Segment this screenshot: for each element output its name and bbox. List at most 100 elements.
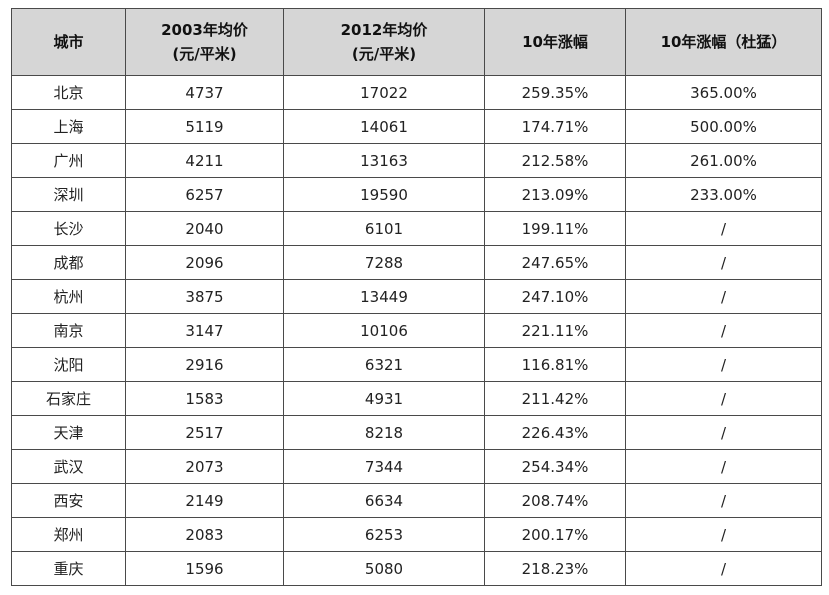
table-row: 北京 4737 17022 259.35% 365.00% xyxy=(11,75,822,110)
table-header-row: 城市 2003年均价 (元/平米) 2012年均价 (元/平米) 10年涨幅 1… xyxy=(11,8,822,76)
growth-10y-cell: 221.11% xyxy=(484,313,626,348)
price-2012-cell: 17022 xyxy=(283,75,485,110)
price-2012-cell: 14061 xyxy=(283,109,485,144)
growth-10y-dumeng-cell: 500.00% xyxy=(625,109,822,144)
price-2003-cell: 3875 xyxy=(125,279,284,314)
growth-10y-cell: 208.74% xyxy=(484,483,626,518)
price-2012-cell: 5080 xyxy=(283,551,485,586)
city-cell: 上海 xyxy=(11,109,126,144)
price-2012-cell: 6101 xyxy=(283,211,485,246)
header-price-2003-label: 2003年均价 xyxy=(161,21,248,39)
growth-10y-cell: 116.81% xyxy=(484,347,626,382)
growth-10y-dumeng-cell: / xyxy=(625,211,822,246)
price-2003-cell: 2073 xyxy=(125,449,284,484)
city-cell: 成都 xyxy=(11,245,126,280)
price-2012-cell: 7344 xyxy=(283,449,485,484)
growth-10y-cell: 247.10% xyxy=(484,279,626,314)
price-2012-cell: 6634 xyxy=(283,483,485,518)
header-price-2003: 2003年均价 (元/平米) xyxy=(125,8,284,76)
growth-10y-dumeng-cell: / xyxy=(625,313,822,348)
growth-10y-dumeng-cell: / xyxy=(625,551,822,586)
price-2012-cell: 4931 xyxy=(283,381,485,416)
table-row: 成都 2096 7288 247.65% / xyxy=(11,245,822,280)
city-cell: 杭州 xyxy=(11,279,126,314)
table-row: 武汉 2073 7344 254.34% / xyxy=(11,449,822,484)
growth-10y-dumeng-cell: 233.00% xyxy=(625,177,822,212)
table-row: 广州 4211 13163 212.58% 261.00% xyxy=(11,143,822,178)
growth-10y-cell: 226.43% xyxy=(484,415,626,450)
growth-10y-cell: 211.42% xyxy=(484,381,626,416)
header-growth-10y: 10年涨幅 xyxy=(484,8,626,76)
city-cell: 沈阳 xyxy=(11,347,126,382)
growth-10y-dumeng-cell: / xyxy=(625,415,822,450)
header-price-2012-unit: (元/平米) xyxy=(351,45,417,63)
growth-10y-cell: 199.11% xyxy=(484,211,626,246)
growth-10y-dumeng-cell: / xyxy=(625,279,822,314)
header-price-2003-unit: (元/平米) xyxy=(172,45,237,63)
price-2003-cell: 2083 xyxy=(125,517,284,552)
price-2012-cell: 8218 xyxy=(283,415,485,450)
growth-10y-cell: 212.58% xyxy=(484,143,626,178)
price-2003-cell: 1583 xyxy=(125,381,284,416)
price-2003-cell: 3147 xyxy=(125,313,284,348)
growth-10y-dumeng-cell: / xyxy=(625,517,822,552)
price-2003-cell: 1596 xyxy=(125,551,284,586)
growth-10y-dumeng-cell: / xyxy=(625,483,822,518)
growth-10y-dumeng-cell: / xyxy=(625,347,822,382)
city-cell: 北京 xyxy=(11,75,126,110)
city-cell: 南京 xyxy=(11,313,126,348)
table-row: 郑州 2083 6253 200.17% / xyxy=(11,517,822,552)
city-cell: 重庆 xyxy=(11,551,126,586)
growth-10y-cell: 213.09% xyxy=(484,177,626,212)
price-2012-cell: 19590 xyxy=(283,177,485,212)
header-city-label: 城市 xyxy=(53,33,84,51)
growth-10y-dumeng-cell: / xyxy=(625,381,822,416)
price-2012-cell: 6321 xyxy=(283,347,485,382)
table-row: 长沙 2040 6101 199.11% / xyxy=(11,211,822,246)
price-2003-cell: 2040 xyxy=(125,211,284,246)
price-2003-cell: 4211 xyxy=(125,143,284,178)
price-2003-cell: 4737 xyxy=(125,75,284,110)
table-body: 北京 4737 17022 259.35% 365.00% 上海 5119 14061 174.… xyxy=(11,75,822,586)
header-city: 城市 xyxy=(11,8,126,76)
table-row: 杭州 3875 13449 247.10% / xyxy=(11,279,822,314)
city-cell: 石家庄 xyxy=(11,381,126,416)
housing-price-table: 城市 2003年均价 (元/平米) 2012年均价 (元/平米) 10年涨幅 1… xyxy=(11,8,822,586)
table-row: 沈阳 2916 6321 116.81% / xyxy=(11,347,822,382)
price-2003-cell: 2916 xyxy=(125,347,284,382)
city-cell: 西安 xyxy=(11,483,126,518)
growth-10y-cell: 200.17% xyxy=(484,517,626,552)
price-2003-cell: 5119 xyxy=(125,109,284,144)
city-cell: 深圳 xyxy=(11,177,126,212)
price-table-container: 城市 2003年均价 (元/平米) 2012年均价 (元/平米) 10年涨幅 1… xyxy=(11,8,822,586)
price-2012-cell: 10106 xyxy=(283,313,485,348)
city-cell: 天津 xyxy=(11,415,126,450)
growth-10y-cell: 218.23% xyxy=(484,551,626,586)
growth-10y-dumeng-cell: / xyxy=(625,245,822,280)
growth-10y-dumeng-cell: 365.00% xyxy=(625,75,822,110)
table-row: 天津 2517 8218 226.43% / xyxy=(11,415,822,450)
price-2012-cell: 13449 xyxy=(283,279,485,314)
header-growth-10y-dumeng-label: 10年涨幅（杜猛） xyxy=(660,33,787,51)
table-row: 南京 3147 10106 221.11% / xyxy=(11,313,822,348)
growth-10y-cell: 247.65% xyxy=(484,245,626,280)
city-cell: 广州 xyxy=(11,143,126,178)
city-cell: 武汉 xyxy=(11,449,126,484)
price-2003-cell: 2517 xyxy=(125,415,284,450)
table-row: 重庆 1596 5080 218.23% / xyxy=(11,551,822,586)
city-cell: 长沙 xyxy=(11,211,126,246)
table-row: 石家庄 1583 4931 211.42% / xyxy=(11,381,822,416)
header-growth-10y-dumeng: 10年涨幅（杜猛） xyxy=(625,8,822,76)
table-row: 西安 2149 6634 208.74% / xyxy=(11,483,822,518)
table-row: 上海 5119 14061 174.71% 500.00% xyxy=(11,109,822,144)
header-growth-10y-label: 10年涨幅 xyxy=(522,33,588,51)
price-2003-cell: 6257 xyxy=(125,177,284,212)
city-cell: 郑州 xyxy=(11,517,126,552)
header-price-2012-label: 2012年均价 xyxy=(340,21,428,39)
header-price-2012: 2012年均价 (元/平米) xyxy=(283,8,485,76)
growth-10y-dumeng-cell: / xyxy=(625,449,822,484)
growth-10y-cell: 254.34% xyxy=(484,449,626,484)
growth-10y-dumeng-cell: 261.00% xyxy=(625,143,822,178)
price-2003-cell: 2149 xyxy=(125,483,284,518)
growth-10y-cell: 174.71% xyxy=(484,109,626,144)
